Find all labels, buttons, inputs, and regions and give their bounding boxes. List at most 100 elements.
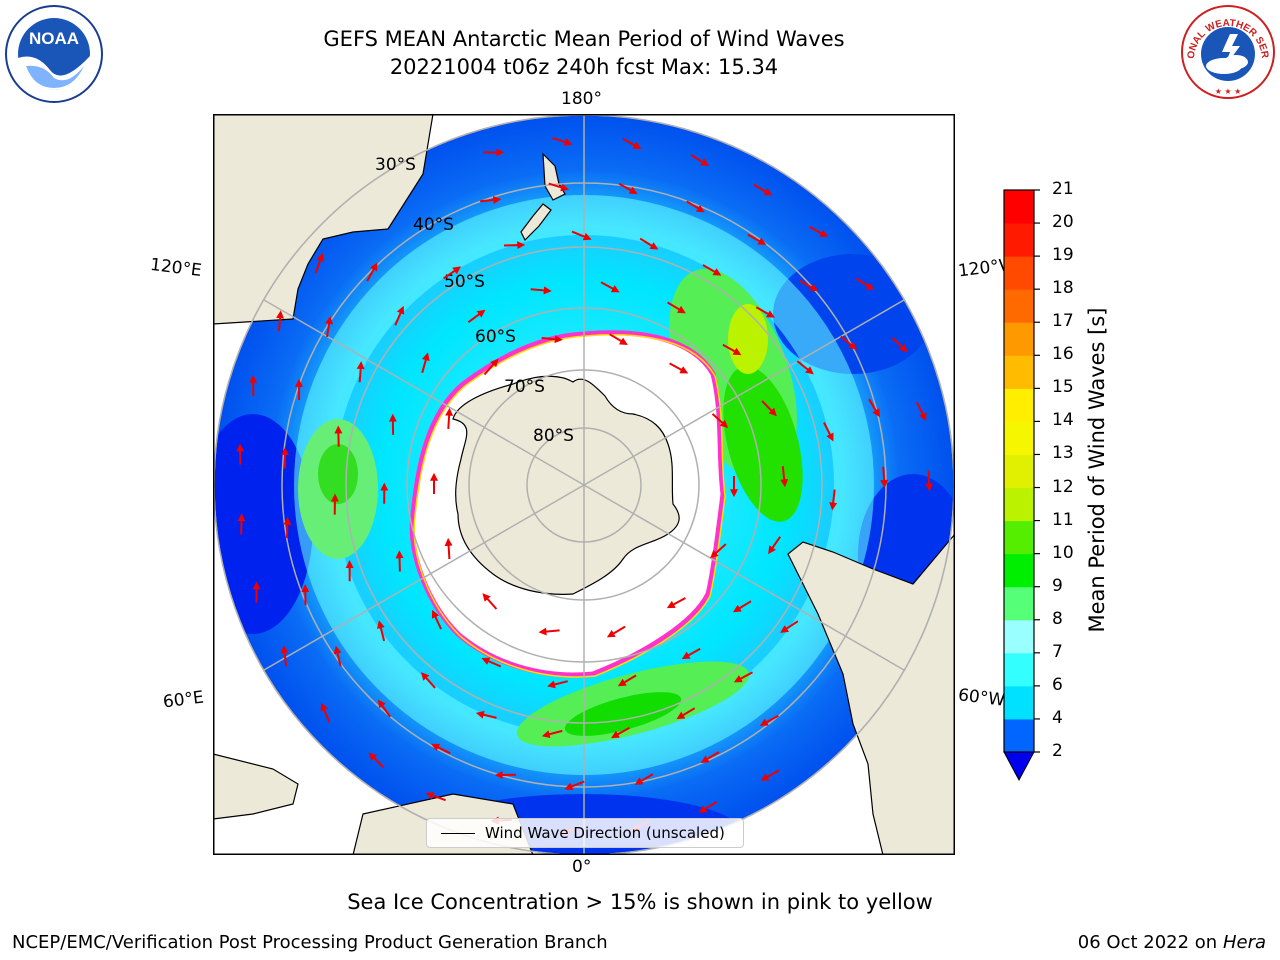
colorbar-tick-label: 19	[1052, 245, 1074, 266]
colorbar-segment	[1004, 652, 1034, 687]
wind-wave-arrow	[711, 413, 729, 429]
colorbar	[1002, 188, 1052, 792]
wind-wave-arrow	[733, 671, 753, 683]
wind-wave-arrow	[431, 609, 443, 630]
wind-wave-arrow	[377, 699, 392, 718]
wind-wave-arrows	[236, 136, 934, 836]
wind-wave-arrow	[280, 645, 289, 667]
wind-wave-arrow	[541, 335, 563, 344]
wind-wave-arrow	[868, 398, 880, 418]
land-masses	[212, 113, 956, 856]
wind-wave-arrow	[809, 226, 829, 238]
wind-wave-arrow	[483, 358, 499, 376]
lon-label-60e: 60°E	[161, 687, 205, 713]
wind-wave-arrow	[431, 743, 451, 755]
colorbar-segment	[1004, 322, 1034, 356]
svg-text:★ ★ ★: ★ ★ ★	[1215, 87, 1242, 96]
chart-subtitle: 20221004 t06z 240h fcst Max: 15.34	[389, 55, 779, 79]
footer-host: Hera	[1222, 932, 1266, 953]
wind-wave-arrow	[571, 230, 592, 241]
wind-wave-arrow	[732, 600, 752, 613]
wind-wave-arrow	[880, 466, 889, 488]
wind-wave-arrow	[425, 791, 446, 802]
colorbar-tick-label: 4	[1052, 707, 1063, 728]
footer-date-text: 06 Oct 2022 on	[1077, 932, 1223, 953]
lat-label-70: 70°S	[504, 377, 545, 397]
colorbar-segment	[1004, 256, 1034, 290]
wind-wave-arrow	[552, 136, 573, 146]
colorbar-tick-label: 2	[1052, 741, 1063, 761]
wind-wave-arrow	[768, 536, 782, 555]
colorbar-segment	[1004, 289, 1034, 323]
wind-wave-arrow	[611, 726, 630, 739]
wind-wave-arrow	[829, 489, 838, 511]
wind-wave-arrow	[796, 360, 814, 375]
map-legend: Wind Wave Direction (unscaled)	[426, 818, 744, 848]
wind-wave-arrow	[395, 550, 404, 572]
colorbar-segment	[1004, 487, 1034, 522]
noaa-logo-text: NOAA	[29, 29, 79, 48]
colorbar-tick-label: 9	[1052, 575, 1063, 596]
wind-wave-arrow	[443, 266, 462, 280]
wind-wave-arrow	[530, 286, 552, 295]
wind-wave-arrow	[722, 343, 742, 356]
wind-wave-arrow	[855, 277, 875, 290]
nws-logo: NATIONAL WEATHER SERVICE ★ ★ ★	[1176, 0, 1276, 100]
lon-label-60w: 60°W	[956, 685, 1006, 711]
wind-wave-arrow	[548, 182, 569, 192]
wind-wave-arrow	[780, 620, 799, 633]
wind-wave-arrow	[759, 714, 779, 726]
lat-label-50: 50°S	[444, 272, 485, 292]
colorbar-tick-label: 16	[1052, 344, 1074, 365]
colorbar-segment	[1004, 619, 1034, 654]
wind-wave-arrow	[541, 729, 563, 739]
wind-wave-arrow	[609, 333, 628, 346]
wind-wave-arrow	[320, 702, 331, 723]
wind-wave-arrow	[799, 279, 819, 292]
wind-wave-arrow	[639, 237, 659, 250]
colorbar-segment	[1004, 190, 1034, 224]
wind-wave-arrow	[891, 336, 908, 353]
wind-wave-arrow	[283, 516, 292, 539]
colorbar-segment	[1004, 421, 1034, 455]
wind-wave-arrow	[600, 281, 620, 293]
colorbar-tick-label: 8	[1052, 608, 1063, 629]
wind-wave-arrow	[547, 680, 568, 689]
colorbar-segment	[1004, 520, 1034, 555]
wind-wave-arrow	[475, 710, 497, 719]
wind-wave-arrow	[667, 301, 686, 314]
colorbar-label: Mean Period of Wind Waves [s]	[1085, 307, 1109, 633]
lat-labels: 30°S 40°S 50°S 60°S 70°S 80°S	[375, 155, 574, 446]
wind-wave-arrow	[700, 751, 720, 763]
colorbar-segment	[1004, 685, 1034, 720]
map-panel: 30°S 40°S 50°S 60°S 70°S 80°S	[212, 113, 956, 856]
lon-label-180: 180°	[561, 89, 602, 109]
colorbar-tick-label: 10	[1052, 542, 1074, 563]
wind-wave-arrow	[606, 625, 626, 638]
wind-wave-arrow	[368, 752, 385, 769]
colorbar-segment	[1004, 355, 1034, 389]
wind-wave-arrow	[467, 309, 486, 324]
wind-wave-arrow	[915, 401, 927, 422]
wind-wave-arrow	[690, 154, 710, 166]
wind-wave-arrow	[780, 466, 789, 488]
colorbar-tick-label: 14	[1052, 410, 1074, 431]
wind-wave-arrow	[702, 264, 722, 276]
wind-wave-arrow	[617, 674, 637, 687]
sea-ice-note: Sea Ice Concentration > 15% is shown in …	[347, 890, 933, 914]
wind-wave-arrow	[710, 543, 727, 559]
wind-wave-arrow	[761, 400, 777, 417]
colorbar-segment	[1004, 223, 1034, 257]
wind-wave-arrow	[538, 627, 560, 636]
wind-wave-arrow	[394, 305, 405, 326]
wind-wave-arrow	[376, 620, 386, 642]
colorbar-segment	[1004, 388, 1034, 422]
wind-wave-arrow	[420, 672, 436, 689]
colorbar-scale	[1003, 189, 1040, 782]
wind-wave-arrow	[753, 183, 773, 196]
lat-label-60: 60°S	[475, 327, 516, 347]
lat-label-40: 40°S	[413, 215, 454, 235]
colorbar-segment	[1004, 454, 1034, 489]
colorbar-tick-label: 11	[1052, 509, 1074, 530]
colorbar-tick-label: 13	[1052, 443, 1074, 464]
